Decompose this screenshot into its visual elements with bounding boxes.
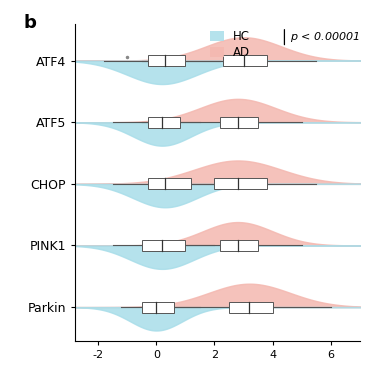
FancyBboxPatch shape	[148, 178, 191, 189]
FancyBboxPatch shape	[223, 55, 267, 66]
Text: b: b	[24, 14, 36, 32]
Legend: HC, AD: HC, AD	[206, 26, 254, 62]
FancyBboxPatch shape	[142, 240, 185, 251]
FancyBboxPatch shape	[220, 240, 258, 251]
FancyBboxPatch shape	[148, 117, 180, 128]
FancyBboxPatch shape	[148, 55, 185, 66]
FancyBboxPatch shape	[220, 117, 258, 128]
Text: $p$ < 0.00001: $p$ < 0.00001	[290, 30, 360, 44]
FancyBboxPatch shape	[142, 302, 174, 313]
FancyBboxPatch shape	[229, 302, 273, 313]
FancyBboxPatch shape	[214, 178, 267, 189]
